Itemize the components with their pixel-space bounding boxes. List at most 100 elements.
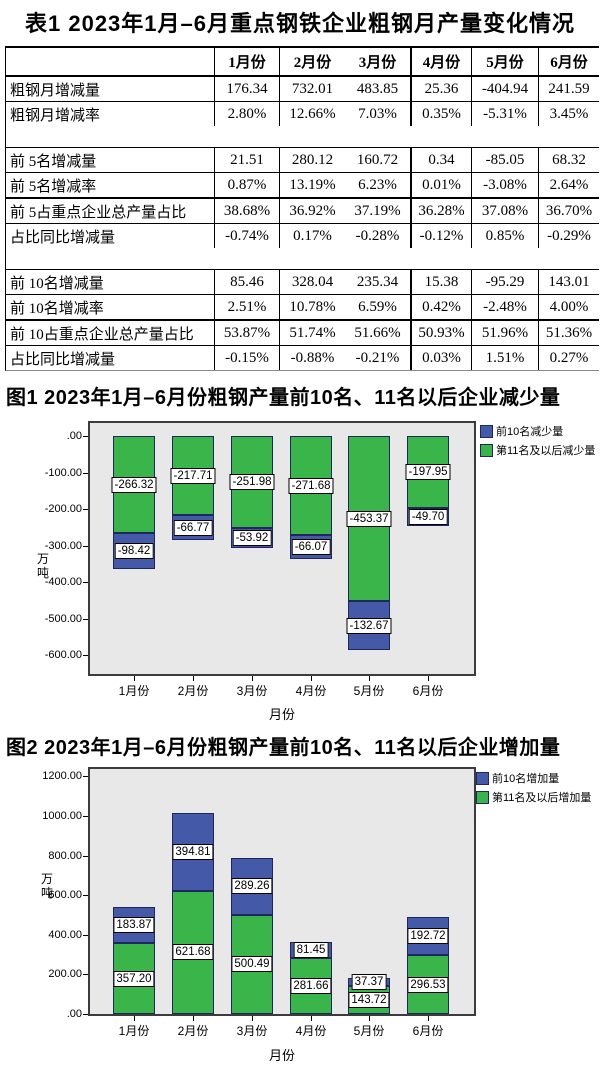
cell-month4: 0.03% [412,346,472,370]
x-axis-label: 月份 [269,1048,296,1063]
y-tick-label: -400.00 [44,576,82,588]
cell-month5: -5.31% [472,102,539,126]
x-tick-mark [134,676,135,681]
cell-month2: -0.88% [290,349,335,366]
x-tick-mark [369,676,370,681]
cell-month5: -3.08% [472,173,539,197]
cell-month2-3: 12.66% 7.03% [280,102,412,126]
bar-value-label: -197.95 [405,464,451,481]
cell-month1: 2.80% [215,102,280,126]
cell-month2: 732.01 [291,80,334,97]
cell-month4: 0.35% [412,102,472,126]
bar-value-label: 500.49 [231,956,273,973]
cell-month1: 0.87% [215,173,280,197]
cell-month2: 280.12 [291,151,334,168]
cell-month1: 1月份 [215,48,280,75]
legend-swatch-icon [476,771,489,785]
table-empty-row [6,126,599,147]
legend-label: 第11名及以后减少量 [496,445,596,457]
x-tick-mark [369,1016,370,1021]
bar-value-label: -132.67 [346,617,392,634]
cell-month3: 160.72 [356,151,399,168]
y-tick-label: 800.00 [48,849,82,862]
bar-value-label: -98.42 [114,543,154,560]
cell-month1: 53.87% [215,321,280,345]
y-tick-mark [83,895,88,897]
table-header-row: 1月份 2月份 3月份 4月份 5月份 6月份 [6,48,599,75]
cell-month2: 36.92% [289,202,336,219]
steel-production-table: 1月份 2月份 3月份 4月份 5月份 6月份 粗钢月增减量 176.34 732.01 483.… [5,46,599,371]
row-label: 前 10占重点企业总产量占比 [6,321,215,345]
y-tick-label: 200.00 [48,968,82,981]
bar-value-label: -251.98 [229,473,275,490]
cell-month2: 10.78% [289,298,336,315]
y-tick-label: -300.00 [44,539,82,552]
y-axis-label: 万吨 [40,872,53,900]
table-row: 前 5名增减量 21.51 280.12 160.72 0.34 -85.05 68.32 [6,147,599,172]
x-category-label: 4月份 [295,1024,327,1038]
cell-month2: 2月份 [293,55,332,71]
y-tick-label: -200.00 [44,503,82,515]
x-category-label: 1月份 [118,1024,150,1038]
cell-month1: 176.34 [215,77,280,101]
cell-month3: -0.21% [355,349,400,366]
cell-month5: 37.08% [472,199,539,223]
cell-month3: 235.34 [356,273,399,290]
table-row: 粗钢月增减率 2.80% 12.66% 7.03% 0.35% -5.31% 3.45% [6,101,599,126]
cell-month2-3: 51.74% 51.66% [280,321,412,345]
y-tick-mark [83,509,88,510]
figure2-chart: 1200.00 1000.00 800.00 600.00 400.00 200.00 .0… [0,760,600,1069]
bar-value-label: 192.72 [407,928,449,945]
bar-value-label: 621.68 [172,944,214,961]
cell-month2: 13.19% [289,176,336,193]
table-row: 占比同比增减量 -0.15% -0.88% -0.21% 0.03% 1.51% 0.27% [6,345,599,370]
cell-month4: -0.12% [412,224,472,248]
legend-item: 第11名及以后减少量 [480,442,595,458]
bar-value-label: 296.53 [407,976,449,993]
table-row: 粗钢月增减量 176.34 732.01 483.85 25.36 -404.94 241.… [6,75,599,101]
bar-value-label: 81.45 [293,942,329,959]
cell-month2-3: 13.19% 6.23% [280,173,412,197]
bar-value-label: -66.07 [291,539,331,556]
cell-month2-3: 2月份 3月份 [280,48,412,75]
row-label: 前 10名增减量 [6,270,215,294]
y-tick-mark [83,545,88,547]
row-label: 占比同比增减量 [6,224,215,248]
legend: 前10名减少量 第11名及以后减少量 [480,423,595,461]
y-tick-label: -100.00 [44,466,82,479]
y-tick-label: 400.00 [48,928,82,941]
cell-month3: 6.59% [358,298,397,315]
y-tick-label: .00 [66,430,82,442]
cell-month6: 143.01 [548,273,590,290]
bar-value-label: -49.70 [408,509,448,526]
y-tick-mark [83,1014,88,1015]
y-tick-mark [83,436,88,437]
cell-month6: 36.70% [545,202,593,219]
bar-value-label: 394.81 [172,843,214,860]
row-label: 前 5名增减率 [6,173,215,197]
row-label: 粗钢月增减率 [6,102,215,126]
cell-month5: 5月份 [472,48,539,75]
cell-month1: 21.51 [215,148,280,172]
cell-month3: 483.85 [356,80,399,97]
bar-value-label: 143.72 [348,991,390,1008]
figure2-title: 图2 2023年1月–6月份粗钢产量前10名、11名以后企业增加量 [6,737,561,759]
x-tick-mark [193,1016,194,1021]
x-category-label: 4月份 [295,684,327,698]
x-tick-mark [193,676,194,681]
row-label [6,48,215,75]
cell-month4: 0.34 [412,148,472,172]
row-label: 粗钢月增减量 [6,77,215,101]
cell-month6: 3.45% [549,105,589,122]
row-label: 占比同比增减量 [6,346,215,370]
y-tick-label: 1000.00 [42,810,82,822]
cell-month6: 6月份 [550,55,588,71]
y-axis-label: 万吨 [36,552,49,580]
table-row: 前 10名增减率 2.51% 10.78% 6.59% 0.42% -2.48% 4.00% [6,294,599,319]
cell-month1: 2.51% [215,295,280,319]
y-tick-label: -500.00 [44,612,82,625]
figure1-chart: .00 -100.00 -200.00 -300.00 -400.00 -500.00 -6… [0,413,600,731]
cell-month6: 4.00% [549,298,589,315]
cell-month5: -404.94 [472,77,539,101]
